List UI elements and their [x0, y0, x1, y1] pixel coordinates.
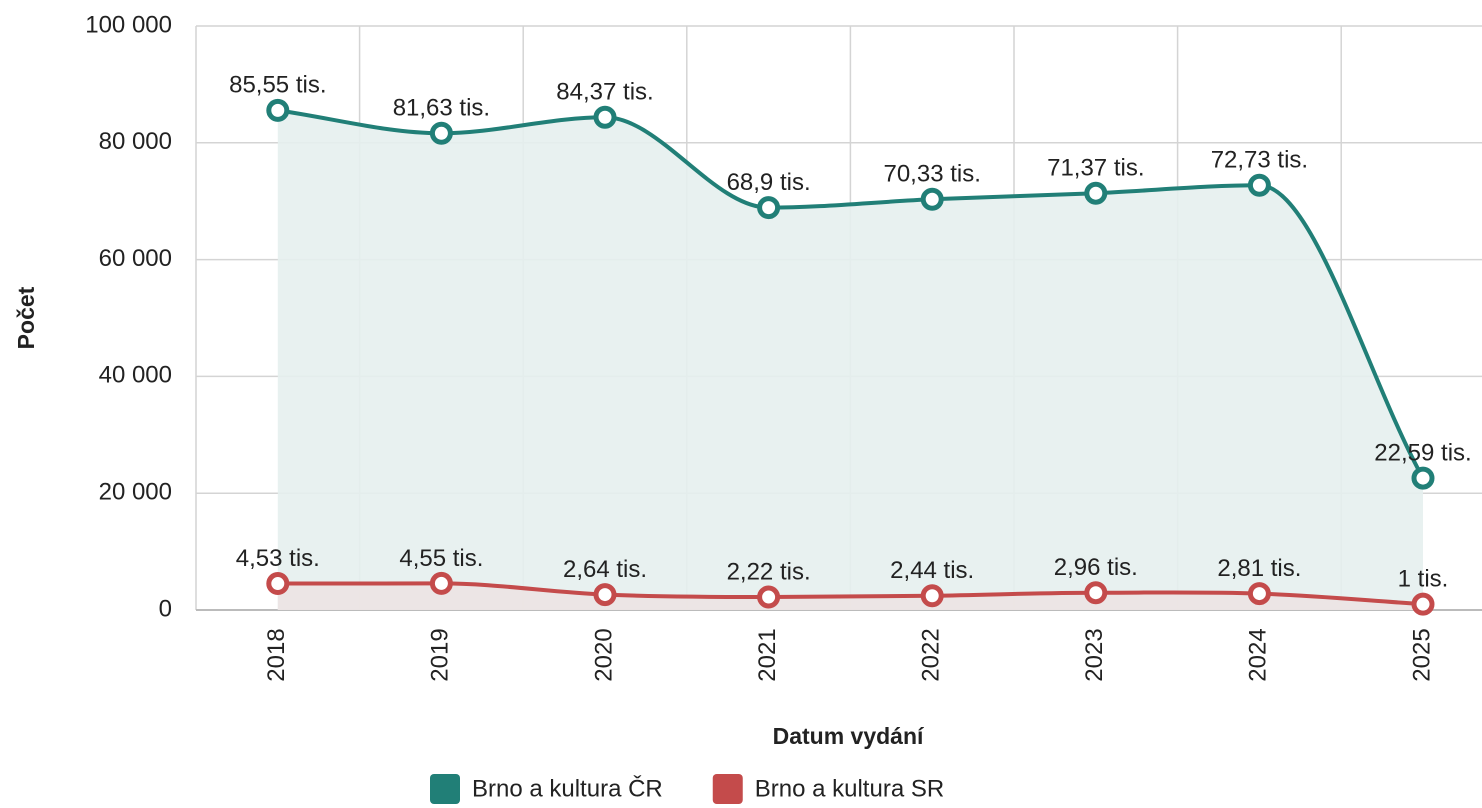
- point: [757, 585, 781, 609]
- x-tick-label: 2023: [1081, 628, 1108, 681]
- x-tick-label: 2018: [263, 628, 290, 681]
- data-label: 4,53 tis.: [236, 545, 320, 572]
- point: [429, 121, 453, 145]
- area: [277, 110, 1423, 610]
- y-tick-label: 80 000: [99, 128, 172, 155]
- point: [1084, 181, 1108, 205]
- data-label: 2,64 tis.: [563, 556, 647, 583]
- x-tick-label: 2019: [427, 628, 454, 681]
- data-label: 2,96 tis.: [1054, 554, 1138, 581]
- point: [1247, 582, 1271, 606]
- data-label: 68,9 tis.: [727, 169, 811, 196]
- y-tick-label: 20 000: [99, 479, 172, 506]
- point: [1411, 592, 1435, 616]
- x-tick-label: 2025: [1408, 628, 1435, 681]
- legend-label: Brno a kultura ČR: [472, 774, 663, 802]
- data-label: 22,59 tis.: [1374, 439, 1471, 466]
- point: [757, 196, 781, 220]
- data-label: 81,63 tis.: [393, 95, 490, 122]
- legend-label: Brno a kultura SR: [755, 775, 944, 802]
- y-axis-title: Počet: [13, 286, 39, 349]
- point: [1084, 581, 1108, 605]
- data-label: 2,44 tis.: [890, 557, 974, 584]
- data-label: 85,55 tis.: [229, 72, 326, 99]
- point: [1411, 466, 1435, 490]
- point: [1247, 173, 1271, 197]
- x-tick-label: 2024: [1245, 628, 1272, 681]
- line: [277, 108, 1425, 480]
- y-tick-label: 60 000: [99, 245, 172, 272]
- legend-swatch: [430, 774, 460, 804]
- x-axis-title: Datum vydání: [773, 723, 925, 749]
- point: [266, 98, 290, 122]
- legend-swatch: [712, 774, 743, 804]
- line: [277, 581, 1424, 607]
- x-tick-label: 2022: [918, 628, 945, 681]
- point: [920, 187, 944, 211]
- point: [593, 583, 617, 607]
- data-label: 70,33 tis.: [883, 161, 980, 188]
- y-tick-label: 40 000: [99, 362, 172, 389]
- data-label: 2,22 tis.: [727, 558, 811, 585]
- point: [266, 572, 290, 596]
- data-label: 72,73 tis.: [1211, 147, 1308, 174]
- point: [920, 584, 944, 608]
- data-label: 84,37 tis.: [556, 79, 653, 106]
- data-label: 2,81 tis.: [1217, 555, 1301, 582]
- data-label: 4,55 tis.: [399, 545, 483, 572]
- y-tick-label: 100 000: [85, 11, 172, 38]
- data-label: 71,37 tis.: [1047, 155, 1144, 182]
- point: [429, 571, 453, 595]
- x-tick-label: 2020: [590, 628, 617, 681]
- x-tick-label: 2021: [754, 628, 781, 681]
- point: [593, 105, 617, 129]
- data-label: 1 tis.: [1398, 566, 1449, 593]
- y-tick-label: 0: [159, 595, 172, 622]
